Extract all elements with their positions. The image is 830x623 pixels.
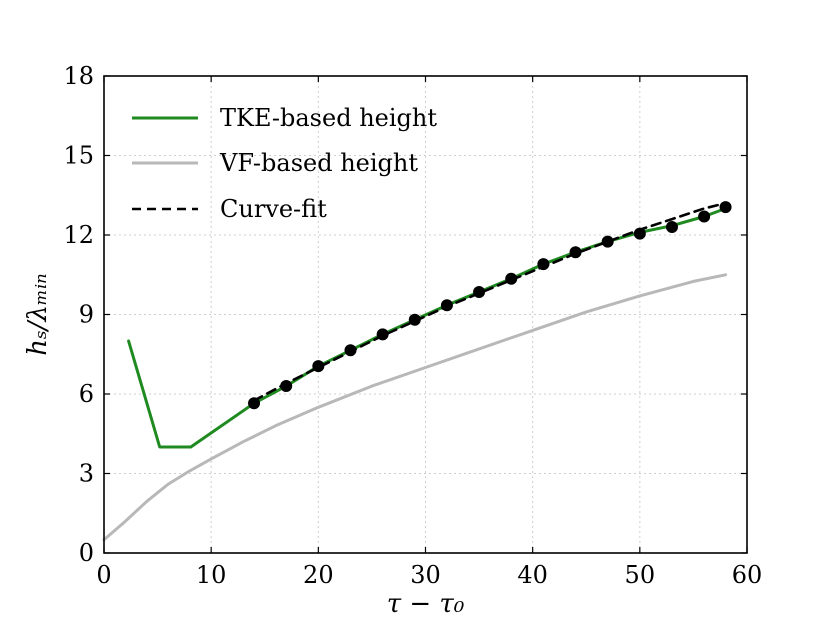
data-point-marker xyxy=(376,328,389,341)
x-tick-label: 50 xyxy=(625,561,656,589)
data-point-marker xyxy=(312,360,325,373)
data-point-marker xyxy=(719,201,732,214)
marker-layer xyxy=(248,201,732,410)
data-point-marker xyxy=(665,221,678,234)
y-tick-label: 3 xyxy=(79,460,94,488)
data-point-marker xyxy=(601,235,614,248)
data-point-marker xyxy=(473,285,486,298)
data-point-marker xyxy=(440,299,453,312)
legend: TKE-based height VF-based height Curve-fit xyxy=(132,104,437,223)
data-point-marker xyxy=(633,227,646,240)
data-point-marker xyxy=(505,272,518,285)
data-point-marker xyxy=(698,210,711,223)
y-tick-label: 18 xyxy=(63,62,94,90)
x-tick-label: 30 xyxy=(410,561,441,589)
x-axis-label: τ − τ₀ xyxy=(387,589,465,619)
y-tick-label: 15 xyxy=(63,142,94,170)
data-point-marker xyxy=(537,258,550,271)
x-tick-label: 0 xyxy=(96,561,111,589)
data-point-marker xyxy=(248,397,261,410)
y-tick-label: 9 xyxy=(79,301,94,329)
y-tick-label: 0 xyxy=(79,539,94,567)
legend-label: VF-based height xyxy=(219,149,418,177)
series-layer xyxy=(102,201,728,542)
series-line-tke-based-height xyxy=(127,207,728,449)
y-axis-label: hₛ/λₘᵢₙ xyxy=(23,273,53,355)
y-tick-label: 12 xyxy=(63,221,94,249)
x-tick-label: 60 xyxy=(732,561,763,589)
series-line-curve-fit xyxy=(252,201,727,402)
data-point-marker xyxy=(408,313,421,326)
data-point-marker xyxy=(344,344,357,357)
data-point-marker xyxy=(280,380,293,393)
data-point-marker xyxy=(569,246,582,259)
x-tick-label: 20 xyxy=(303,561,334,589)
legend-label: Curve-fit xyxy=(220,195,327,223)
x-tick-label: 10 xyxy=(196,561,227,589)
y-tick-label: 6 xyxy=(79,380,94,408)
x-tick-label: 40 xyxy=(517,561,548,589)
tick-layer: 0 10 20 30 40 50 60 0 3 6 9 12 15 18 xyxy=(63,62,762,589)
series-line-vf-based-height xyxy=(102,273,728,542)
legend-label: TKE-based height xyxy=(220,104,437,132)
